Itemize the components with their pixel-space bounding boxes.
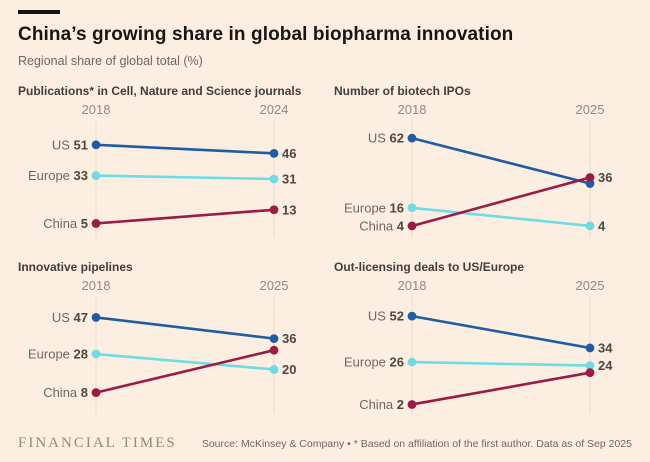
- end-dot-europe: [585, 361, 595, 370]
- series-label-china: China 4: [359, 218, 405, 233]
- panel-publications: Publications* in Cell, Nature and Scienc…: [18, 74, 316, 248]
- slope-line-europe: [95, 352, 275, 371]
- slope-line-china: [411, 371, 591, 406]
- year-label: 2018: [82, 278, 111, 293]
- slope-chart-publications: 2018 2024 US 51 46 Europe 33 31 China 5 13: [28, 102, 296, 238]
- slope-line-china: [411, 176, 591, 228]
- start-dot-china: [407, 221, 417, 231]
- year-label: 2025: [576, 278, 605, 293]
- end-value-label-europe: 24: [598, 358, 613, 373]
- panel-title: Innovative pipelines: [18, 260, 133, 274]
- end-value-label-europe: 4: [598, 218, 606, 233]
- start-dot-us: [407, 311, 417, 321]
- series-label-us: US 51: [52, 137, 88, 152]
- start-dot-us: [91, 313, 101, 322]
- start-dot-china: [91, 388, 101, 397]
- series-label-europe: Europe 28: [28, 347, 88, 362]
- start-dot-europe: [407, 357, 417, 367]
- end-value-label-us: 36: [282, 331, 296, 346]
- series-label-us: US 62: [368, 131, 404, 146]
- end-dot-china: [585, 368, 595, 378]
- end-dot-china: [269, 345, 279, 355]
- panel-title: Number of biotech IPOs: [334, 84, 471, 98]
- panel-innovative-pipelines: Innovative pipelines 2018 2025 US 47 36 Euro…: [18, 250, 316, 424]
- start-dot-china: [91, 219, 101, 228]
- series-label-china: China 5: [43, 216, 88, 231]
- page-subtitle: Regional share of global total (%): [18, 54, 203, 68]
- end-dot-europe: [585, 221, 595, 231]
- end-dot-europe: [269, 174, 279, 184]
- panel-title: Out-licensing deals to US/Europe: [334, 260, 525, 274]
- slope-line-europe: [95, 174, 275, 181]
- slope-line-china: [95, 348, 275, 394]
- end-dot-china: [269, 205, 279, 215]
- end-dot-us: [585, 179, 595, 188]
- year-label: 2018: [398, 102, 427, 117]
- footer: FINANCIAL TIMES Source: McKinsey & Compa…: [18, 435, 632, 452]
- end-value-label-china: 36: [598, 170, 612, 185]
- end-value-label-china: 13: [282, 202, 296, 217]
- start-dot-europe: [91, 171, 101, 180]
- year-label: 2025: [260, 278, 289, 293]
- charts-grid: Publications* in Cell, Nature and Scienc…: [18, 74, 632, 424]
- end-dot-us: [269, 148, 279, 158]
- top-rule: [18, 10, 60, 14]
- end-value-label-us: 34: [598, 340, 613, 355]
- series-label-us: US 52: [368, 309, 404, 324]
- year-label: 2024: [260, 102, 289, 117]
- slope-line-us: [411, 136, 591, 185]
- series-label-china: China 8: [43, 385, 88, 400]
- series-label-europe: Europe 33: [28, 168, 88, 183]
- end-dot-us: [585, 343, 595, 353]
- end-value-label-europe: 20: [282, 362, 296, 377]
- slope-chart-biotech-ipos: 2018 2025 US 62 Europe 16 4 China 4 36: [344, 102, 612, 238]
- start-dot-us: [91, 140, 101, 150]
- page-title: China’s growing share in global biopharm…: [18, 24, 514, 45]
- start-dot-china: [407, 400, 417, 409]
- start-dot-europe: [407, 203, 417, 213]
- ft-logo: FINANCIAL TIMES: [18, 435, 177, 451]
- series-label-china: China 2: [359, 397, 404, 412]
- end-dot-us: [269, 334, 279, 344]
- slope-line-europe: [411, 360, 591, 367]
- end-value-label-us: 46: [282, 146, 296, 161]
- slope-line-us: [95, 316, 275, 340]
- series-label-europe: Europe 26: [344, 355, 404, 370]
- start-dot-us: [407, 133, 417, 143]
- start-dot-europe: [91, 349, 101, 359]
- slope-line-us: [411, 314, 591, 350]
- slope-line-us: [95, 143, 275, 155]
- slope-line-europe: [411, 206, 591, 228]
- end-dot-europe: [269, 365, 279, 374]
- panel-title: Publications* in Cell, Nature and Scienc…: [18, 84, 302, 98]
- slope-chart-out-licensing: 2018 2025 US 52 34 Europe 26 24 China 2: [344, 278, 613, 414]
- year-label: 2018: [398, 278, 427, 293]
- series-label-europe: Europe 16: [344, 200, 404, 215]
- year-label: 2025: [576, 102, 605, 117]
- source-note: Source: McKinsey & Company • * Based on …: [201, 438, 632, 450]
- series-label-us: US 47: [52, 310, 88, 325]
- slope-line-china: [95, 208, 275, 225]
- panel-out-licensing: Out-licensing deals to US/Europe 2018 202…: [334, 250, 632, 424]
- panel-biotech-ipos: Number of biotech IPOs 2018 2025 US 62 Euro…: [334, 74, 632, 248]
- slope-chart-innovative-pipelines: 2018 2025 US 47 36 Europe 28 20 China 8: [28, 278, 296, 414]
- end-value-label-europe: 31: [282, 172, 296, 187]
- end-dot-china: [585, 173, 595, 182]
- year-label: 2018: [82, 102, 111, 117]
